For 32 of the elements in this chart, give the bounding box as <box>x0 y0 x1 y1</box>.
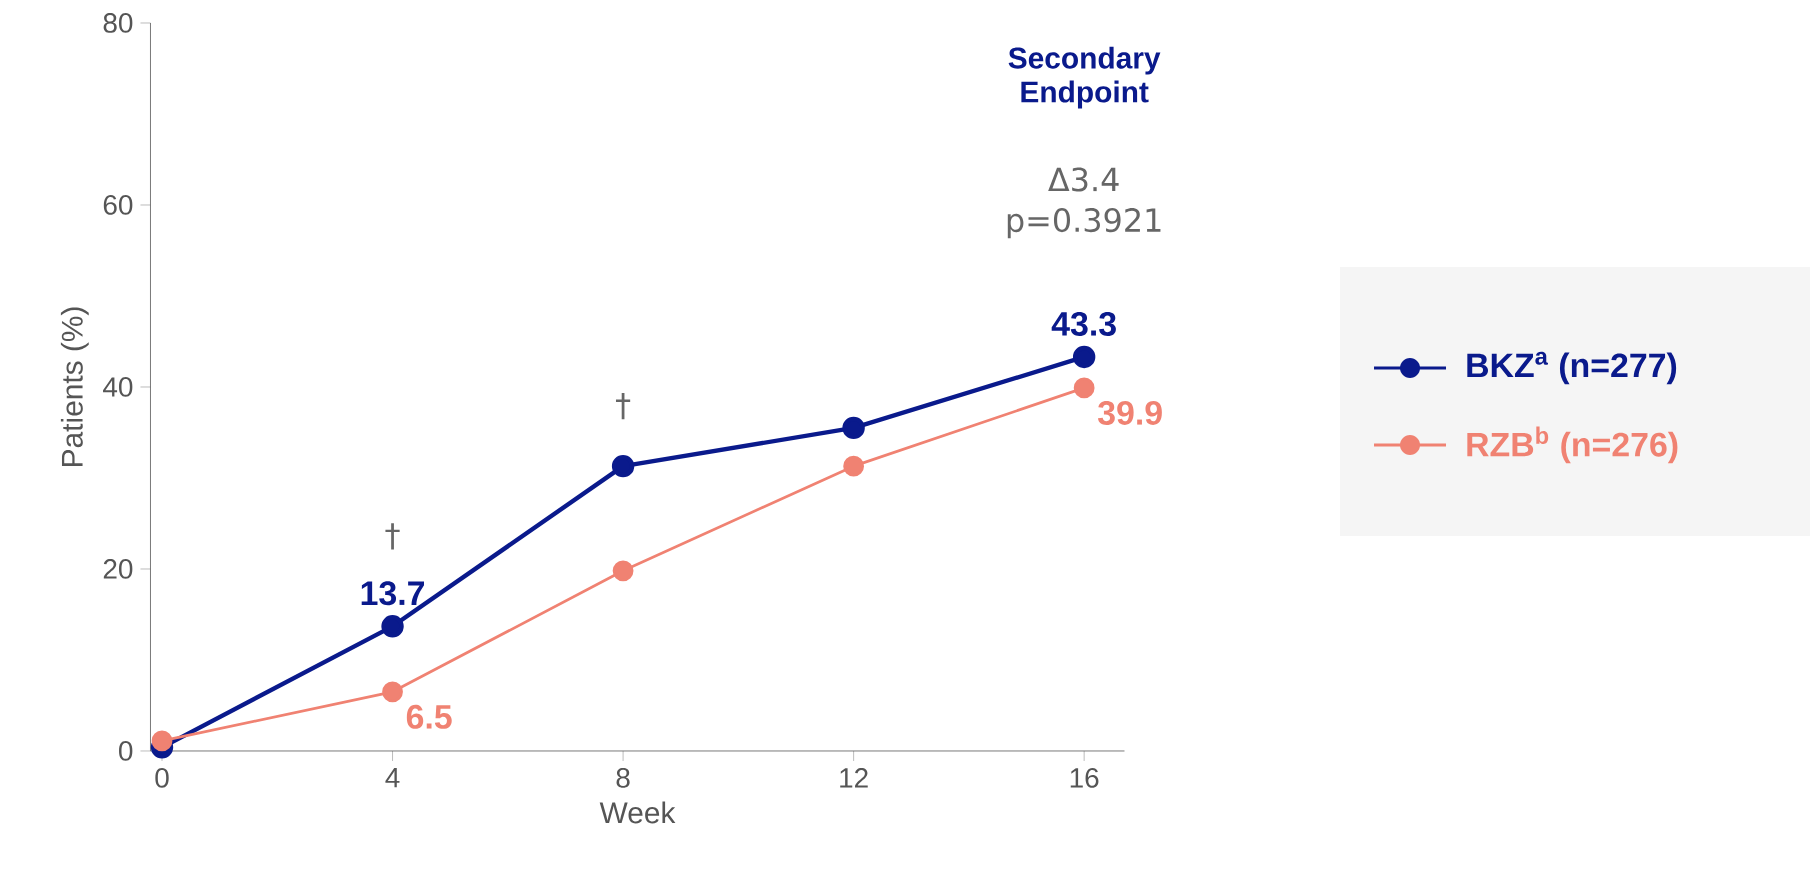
x-tick-label: 12 <box>840 768 868 788</box>
annotation: Δ3.4 <box>1048 167 1119 192</box>
data-label: 13.7 <box>361 581 425 606</box>
y-tick-label: 80 <box>103 13 133 33</box>
x-tick-label: 0 <box>155 768 169 788</box>
point <box>381 615 404 638</box>
annotation: p=0.3921 <box>1007 208 1161 239</box>
point <box>382 681 403 703</box>
annotation: † <box>615 392 631 420</box>
y-tick-label: 20 <box>103 559 133 579</box>
point <box>842 416 865 440</box>
data-label: 6.5 <box>406 704 452 729</box>
point <box>151 730 173 752</box>
annotation: † <box>385 523 400 550</box>
x-tick-label: 4 <box>385 768 400 788</box>
x-axis-title: Week <box>599 801 676 824</box>
point <box>611 454 635 478</box>
data-label: 39.9 <box>1097 400 1162 425</box>
annotation: Secondary Endpoint <box>1008 46 1161 109</box>
point <box>1072 345 1096 369</box>
y-tick-label: 40 <box>103 377 133 397</box>
legend-label: RZB$^{b}$ (n=276) <box>1467 426 1678 464</box>
x-tick-label: 16 <box>1070 768 1099 788</box>
y-tick-label: 60 <box>103 195 133 215</box>
point <box>612 560 634 582</box>
legend-label: BKZ$^{a}$ (n=277) <box>1467 351 1677 385</box>
y-axis-title: Patients (%) <box>60 307 89 466</box>
point <box>843 455 865 477</box>
x-tick-label: 8 <box>616 768 630 788</box>
y-tick-label: 0 <box>119 741 133 761</box>
point <box>1073 377 1095 399</box>
data-label: 43.3 <box>1051 311 1116 336</box>
